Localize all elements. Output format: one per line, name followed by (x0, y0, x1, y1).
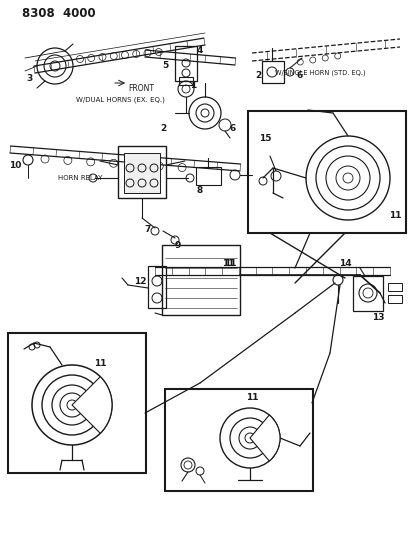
Bar (387, 283, 401, 291)
Bar (148, 266, 166, 308)
Text: 10: 10 (9, 160, 21, 169)
Text: 11: 11 (221, 259, 234, 268)
Text: 12: 12 (133, 277, 146, 286)
Bar (247, 111, 405, 233)
Text: 4: 4 (196, 45, 203, 54)
Bar (124, 153, 160, 193)
Text: 5: 5 (162, 61, 168, 69)
Text: 8: 8 (196, 185, 202, 195)
Text: 11: 11 (223, 259, 236, 268)
Bar (164, 389, 312, 491)
Text: W/DUAL HORNS (EX. EQ.): W/DUAL HORNS (EX. EQ.) (75, 97, 164, 103)
Text: 2: 2 (160, 124, 166, 133)
Bar (352, 276, 382, 311)
Text: 11: 11 (245, 393, 258, 402)
Bar (118, 146, 166, 198)
Text: FRONT: FRONT (128, 84, 154, 93)
Text: 11: 11 (388, 211, 400, 220)
Bar (261, 61, 283, 83)
Text: 14: 14 (338, 259, 351, 268)
Wedge shape (72, 377, 112, 433)
Text: 3: 3 (27, 74, 33, 83)
Text: 2: 2 (254, 70, 261, 79)
Text: 6: 6 (296, 70, 302, 79)
Text: 7: 7 (144, 224, 151, 233)
Text: W/SINGLE HORN (STD. EQ.): W/SINGLE HORN (STD. EQ.) (274, 70, 364, 76)
Text: 1: 1 (189, 80, 196, 90)
Bar (162, 245, 239, 315)
Wedge shape (249, 415, 279, 461)
Bar (8, 333, 146, 473)
Text: 9: 9 (174, 240, 181, 249)
Text: 13: 13 (371, 313, 383, 322)
Text: HORN RELAY: HORN RELAY (58, 175, 102, 181)
Bar (196, 167, 220, 185)
Text: 11: 11 (94, 359, 106, 367)
Bar (387, 295, 401, 303)
Bar (175, 46, 196, 81)
Text: 8308  4000: 8308 4000 (22, 6, 95, 20)
Text: 15: 15 (258, 133, 271, 142)
Bar (179, 77, 193, 85)
Text: 6: 6 (229, 124, 236, 133)
